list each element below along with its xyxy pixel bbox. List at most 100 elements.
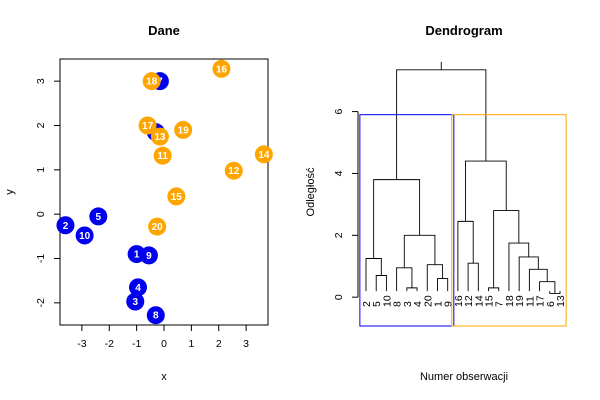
leaf-label-17: 17 xyxy=(535,295,547,307)
leaf-label-10: 10 xyxy=(381,295,393,307)
scatter-point-18: 18 xyxy=(142,72,161,91)
scatter-point-14: 14 xyxy=(254,145,273,164)
y-tick-label: 6 xyxy=(333,109,345,115)
leaf-label-13: 13 xyxy=(555,295,567,307)
scatter-point-8: 8 xyxy=(146,306,165,325)
point-marker xyxy=(174,120,193,139)
cluster-box xyxy=(451,114,567,327)
dendrogram-branch xyxy=(528,268,548,292)
point-label: 10 xyxy=(79,231,91,242)
dendrogram-branch xyxy=(488,287,500,292)
leaf-label-16: 16 xyxy=(453,295,465,307)
dendrogram-y-axis-label: Odległość xyxy=(305,167,317,216)
point-label: 18 xyxy=(146,77,158,88)
dendrogram-branch xyxy=(518,256,539,292)
leaf-label-20: 20 xyxy=(422,295,434,307)
scatter-point-9: 9 xyxy=(139,246,158,265)
scatter-point-13: 13 xyxy=(150,127,169,146)
scatter-y-axis: -2 -1 0 1 2 3 xyxy=(35,78,61,308)
point-marker xyxy=(148,217,167,236)
leaf-label-3: 3 xyxy=(402,301,414,307)
leaf-label-5: 5 xyxy=(371,301,383,307)
leaf-label-8: 8 xyxy=(392,301,404,307)
point-marker xyxy=(146,306,165,325)
y-tick-label: 2 xyxy=(35,122,47,128)
point-label: 12 xyxy=(228,166,240,177)
point-label: 20 xyxy=(152,222,164,233)
point-label: 11 xyxy=(157,151,168,162)
scatter-point-12: 12 xyxy=(224,161,243,180)
x-tick-label: 2 xyxy=(216,338,222,350)
point-label: 3 xyxy=(132,297,138,308)
scatter-y-axis-label: y xyxy=(4,189,16,195)
x-tick-label: -2 xyxy=(105,338,114,350)
point-label: 13 xyxy=(154,132,166,143)
point-marker xyxy=(129,278,147,297)
point-label: 17 xyxy=(142,121,154,132)
y-tick-label: 0 xyxy=(333,294,345,300)
dendrogram-branch xyxy=(426,264,444,292)
leaf-label-12: 12 xyxy=(463,295,475,307)
dendrogram-branch xyxy=(373,179,421,259)
point-marker xyxy=(75,226,94,245)
scatter-point-16: 16 xyxy=(212,59,231,78)
leaf-label-14: 14 xyxy=(473,295,485,307)
dendrogram-branch xyxy=(365,258,382,292)
dendrogram-branch xyxy=(539,281,556,294)
x-tick-label: 1 xyxy=(188,338,194,350)
point-label: 1 xyxy=(134,250,140,261)
y-tick-label: 1 xyxy=(35,167,47,173)
dendrogram-branch xyxy=(508,242,530,292)
y-tick-label: -2 xyxy=(35,298,47,307)
point-marker xyxy=(212,59,231,78)
point-marker xyxy=(224,161,243,180)
scatter-points: 1234567891011121314151617181920 xyxy=(56,59,273,325)
point-marker xyxy=(126,292,145,311)
scatter-point-10: 10 xyxy=(75,226,94,245)
point-label: 19 xyxy=(178,125,190,136)
leaf-label-1: 1 xyxy=(432,301,444,307)
scatter-point-4: 4 xyxy=(129,278,147,297)
leaf-label-7: 7 xyxy=(494,301,506,307)
scatter-point-5: 5 xyxy=(89,207,108,226)
dendrogram-y-axis: 0 2 4 6 xyxy=(333,109,359,300)
dendrogram-title: Dendrogram xyxy=(425,23,502,38)
point-marker xyxy=(142,72,161,91)
scatter-x-axis-label: x xyxy=(161,371,167,383)
point-label: 15 xyxy=(171,192,183,203)
x-tick-label: 0 xyxy=(161,338,167,350)
cluster-box xyxy=(359,114,455,327)
x-tick-label: -1 xyxy=(132,338,141,350)
scatter-x-axis: -3 -2 -1 0 1 2 3 xyxy=(77,324,249,350)
dendrogram-branch xyxy=(406,287,418,292)
scatter-point-19: 19 xyxy=(174,120,193,139)
dendrogram-panel: Dendrogram 0 2 4 6 Odległość Numer obserwac… xyxy=(305,23,567,383)
point-label: 9 xyxy=(146,251,152,262)
scatter-point-11: 11 xyxy=(153,146,172,165)
point-marker xyxy=(89,207,108,226)
point-label: 5 xyxy=(96,212,102,223)
dendrogram-cluster-boxes xyxy=(359,114,567,327)
leaf-label-9: 9 xyxy=(443,301,455,307)
point-marker xyxy=(153,146,172,165)
dendrogram-branch xyxy=(437,278,449,292)
point-label: 16 xyxy=(216,64,228,75)
dendrogram-x-axis-label: Numer obserwacji xyxy=(420,371,508,383)
x-tick-label: 3 xyxy=(243,338,249,350)
point-marker xyxy=(254,145,273,164)
dendrogram-branch xyxy=(396,69,487,180)
leaf-label-4: 4 xyxy=(412,301,424,307)
point-marker xyxy=(138,116,157,135)
point-marker xyxy=(139,246,158,265)
y-tick-label: 0 xyxy=(35,211,47,217)
scatter-point-15: 15 xyxy=(167,187,186,206)
scatter-point-20: 20 xyxy=(148,217,167,236)
y-tick-label: -1 xyxy=(35,254,47,263)
dendrogram-branch xyxy=(467,262,479,292)
dendrogram-tree xyxy=(365,61,561,294)
point-marker xyxy=(150,127,169,146)
scatter-plot-frame xyxy=(59,58,269,326)
